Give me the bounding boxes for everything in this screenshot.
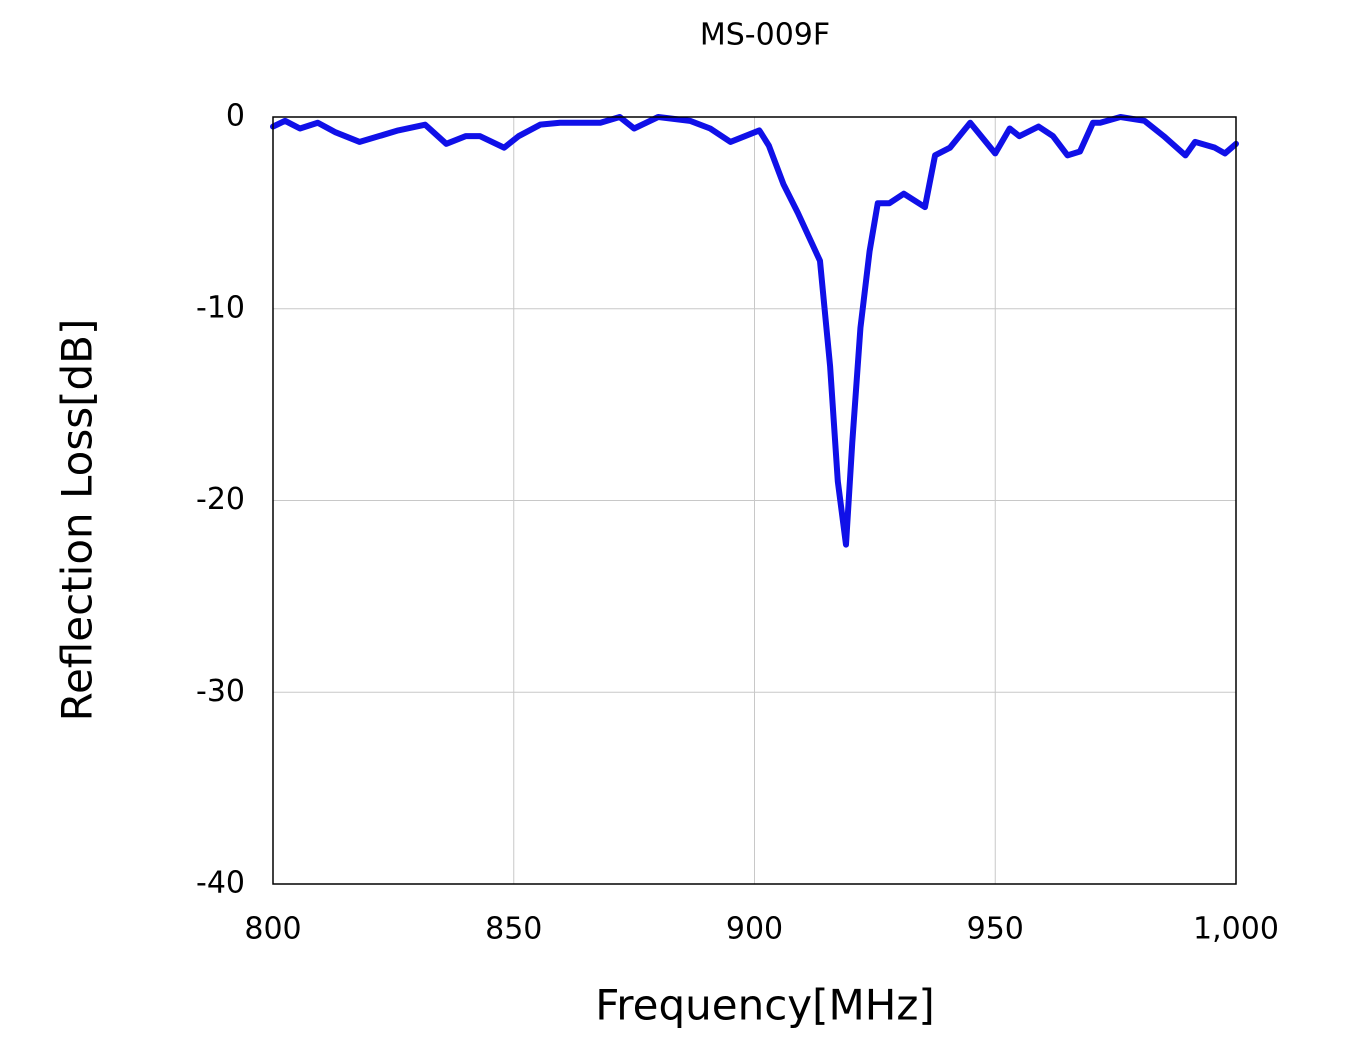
y-tick-label: 0 bbox=[226, 99, 245, 134]
x-tick-label: 850 bbox=[485, 912, 542, 947]
data-line bbox=[270, 114, 1239, 548]
y-tick-label: -10 bbox=[196, 290, 245, 325]
x-tick-label: 900 bbox=[726, 912, 783, 947]
x-tick-label: 800 bbox=[244, 912, 301, 947]
y-tick-label: -20 bbox=[196, 482, 245, 517]
x-axis-label: Frequency[MHz] bbox=[595, 981, 935, 1030]
x-tick-label: 1,000 bbox=[1193, 912, 1279, 947]
x-tick-label: 950 bbox=[967, 912, 1024, 947]
y-tick-label: -30 bbox=[196, 674, 245, 709]
plot bbox=[270, 114, 1239, 548]
chart-title: MS-009F bbox=[700, 18, 830, 53]
plot-frame bbox=[272, 116, 1237, 885]
y-axis-label: Reflection Loss[dB] bbox=[53, 319, 102, 722]
y-tick-label: -40 bbox=[196, 866, 245, 901]
grid bbox=[272, 116, 1237, 885]
